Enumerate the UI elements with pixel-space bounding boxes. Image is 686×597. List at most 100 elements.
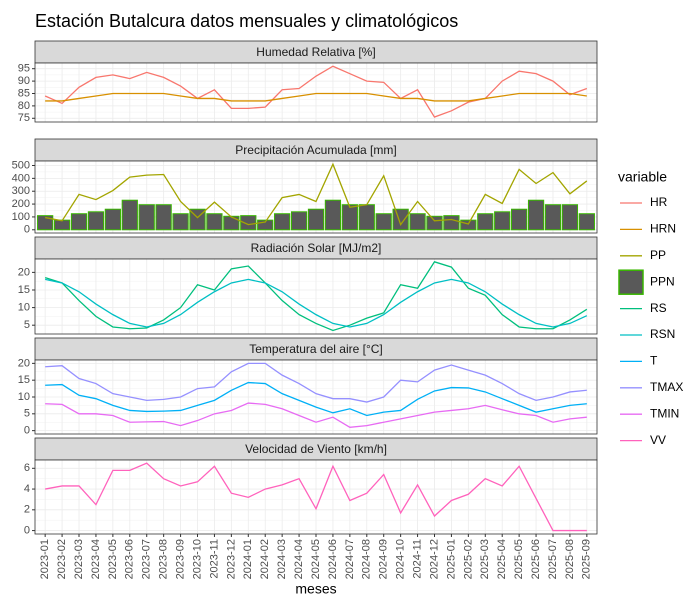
bar	[460, 219, 477, 231]
legend-label: PP	[650, 248, 666, 262]
panel-border	[34, 62, 598, 123]
bar	[290, 211, 308, 231]
x-tick-label: 2023-12	[225, 539, 237, 579]
y-tick-label: 20	[18, 266, 30, 278]
bar	[561, 204, 579, 231]
x-tick-label: 2025-07	[547, 539, 559, 579]
panel-border	[34, 359, 598, 435]
series-line	[45, 362, 587, 403]
x-tick-label: 2025-02	[462, 539, 474, 579]
series-line	[44, 261, 588, 332]
x-tick-label: 2023-02	[56, 539, 68, 579]
legend-label: TMIN	[650, 406, 679, 420]
y-tick-label: 5	[24, 408, 30, 420]
x-tick-label: 2025-01	[445, 539, 457, 579]
x-tick-label: 2023-08	[158, 539, 170, 579]
y-tick-label: 85	[18, 87, 30, 99]
x-tick-label: 2024-08	[361, 539, 373, 579]
x-tick-label: 2025-05	[513, 539, 525, 579]
y-tick-label: 90	[18, 75, 30, 87]
x-tick-label: 2023-03	[73, 539, 85, 579]
bar	[375, 213, 392, 231]
bar	[527, 199, 545, 231]
x-tick-label: 2024-12	[428, 539, 440, 579]
x-axis-label: meses	[295, 581, 336, 597]
bar	[206, 213, 223, 231]
x-tick-label: 2024-03	[276, 539, 288, 579]
x-tick-label: 2024-09	[378, 539, 390, 579]
strip-label: Radiación Solar [MJ/m2]	[251, 241, 382, 255]
y-tick-label: 20	[18, 357, 30, 369]
legend-label: TMAX	[650, 380, 683, 394]
x-tick-label: 2025-08	[564, 539, 576, 579]
bar	[511, 208, 528, 231]
bar	[477, 213, 494, 231]
x-tick-label: 2024-02	[259, 539, 271, 579]
legend-label: VV	[650, 433, 666, 447]
x-tick-label: 2024-01	[242, 539, 254, 579]
bar	[172, 213, 189, 231]
y-tick-label: 15	[18, 284, 30, 296]
bar	[121, 199, 138, 231]
bar	[257, 219, 274, 231]
x-tick-label: 2023-06	[124, 539, 136, 579]
y-tick-label: 75	[18, 112, 30, 124]
y-tick-label: 5	[24, 319, 30, 331]
bar	[426, 215, 443, 231]
y-tick-label: 4	[24, 483, 30, 495]
bar	[494, 211, 511, 231]
x-tick-label: 2024-11	[411, 539, 423, 579]
legend-title: variable	[618, 169, 667, 185]
series-line	[45, 162, 588, 227]
series-line	[44, 65, 588, 118]
chart-title: Estación Butalcura datos mensuales y cli…	[35, 11, 458, 31]
x-tick-label: 2025-06	[530, 539, 542, 579]
legend-label: RSN	[650, 327, 675, 341]
y-tick-label: 6	[24, 462, 30, 474]
legend-label: PPN	[650, 274, 675, 288]
x-tick-label: 2023-11	[208, 539, 220, 579]
legend-label: HRN	[650, 222, 676, 236]
bar	[578, 213, 595, 231]
x-tick-label: 2024-04	[293, 539, 305, 579]
bar	[104, 208, 121, 231]
bar	[324, 199, 342, 231]
panel-border	[34, 160, 598, 234]
y-tick-label: 500	[12, 159, 30, 171]
bar	[87, 211, 105, 231]
series-line	[45, 381, 587, 417]
x-tick-label: 2023-05	[107, 539, 119, 579]
bar	[274, 213, 291, 231]
strip-label: Temperatura del aire [°C]	[249, 342, 383, 356]
series-line	[45, 402, 587, 428]
y-tick-label: 400	[12, 172, 30, 184]
x-tick-label: 2025-03	[479, 539, 491, 579]
bar	[409, 213, 426, 231]
x-tick-label: 2024-07	[344, 539, 356, 579]
bar	[223, 215, 240, 231]
y-tick-label: 10	[18, 301, 30, 313]
legend-label: RS	[650, 301, 667, 315]
y-tick-label: 100	[12, 211, 30, 223]
x-tick-label: 2023-09	[174, 539, 186, 579]
x-tick-label: 2023-10	[191, 539, 203, 579]
bar	[341, 204, 358, 231]
series-line	[45, 92, 587, 102]
x-tick-label: 2025-04	[496, 539, 508, 579]
y-tick-label: 0	[24, 224, 30, 236]
x-tick-label: 2024-06	[327, 539, 339, 579]
x-tick-label: 2023-01	[39, 539, 51, 579]
x-tick-label: 2024-05	[310, 539, 322, 579]
y-tick-label: 200	[12, 198, 30, 210]
strip-label: Velocidad de Viento [km/h]	[245, 442, 387, 456]
series-line	[45, 278, 588, 328]
bar	[392, 208, 409, 231]
bar	[240, 215, 257, 231]
x-tick-label: 2024-10	[395, 539, 407, 579]
legend-label: HR	[650, 195, 668, 209]
y-tick-label: 15	[18, 374, 30, 386]
panel-border	[34, 258, 598, 335]
bar	[70, 213, 88, 231]
y-tick-label: 300	[12, 185, 30, 197]
